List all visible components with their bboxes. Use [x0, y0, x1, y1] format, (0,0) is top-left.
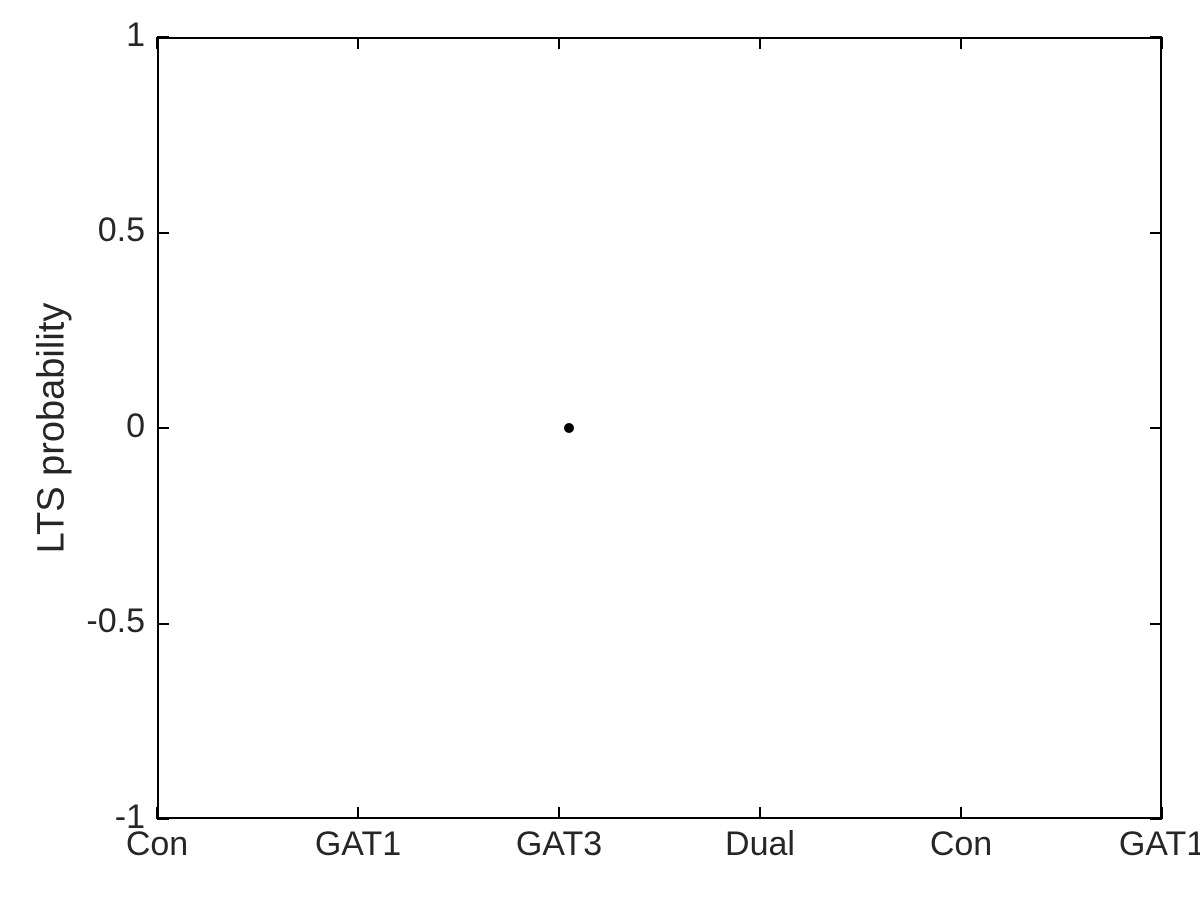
x-tick-top — [156, 37, 158, 49]
x-tick-bottom — [960, 807, 962, 819]
y-tick-left — [157, 36, 169, 38]
x-tick-bottom — [156, 807, 158, 819]
y-tick-right — [1150, 232, 1162, 234]
x-tick-label: Con — [126, 825, 188, 864]
axes-bottom — [157, 817, 1162, 819]
y-tick-left — [157, 427, 169, 429]
x-tick-top — [759, 37, 761, 49]
y-tick-left — [157, 623, 169, 625]
y-tick-label: 0 — [126, 407, 145, 446]
x-tick-label: Con — [930, 825, 992, 864]
x-tick-label: Dual — [725, 825, 795, 864]
x-tick-label: GAT3 — [516, 825, 602, 864]
x-tick-top — [357, 37, 359, 49]
x-tick-bottom — [558, 807, 560, 819]
y-axis-label: LTS probability — [31, 303, 74, 554]
x-tick-label: GAT1 — [315, 825, 401, 864]
y-tick-right — [1150, 623, 1162, 625]
x-tick-label: GAT1 — [1119, 825, 1200, 864]
x-tick-top — [960, 37, 962, 49]
y-tick-left — [157, 232, 169, 234]
plot-area — [157, 37, 1162, 819]
x-tick-bottom — [759, 807, 761, 819]
x-tick-top — [558, 37, 560, 49]
x-tick-bottom — [1161, 807, 1163, 819]
x-tick-top — [1161, 37, 1163, 49]
y-tick-right — [1150, 427, 1162, 429]
data-point — [564, 423, 574, 433]
x-tick-bottom — [357, 807, 359, 819]
y-tick-label: 0.5 — [98, 211, 145, 250]
figure: LTS probability -1-0.500.51ConGAT1GAT3Du… — [0, 0, 1200, 900]
axes-top — [157, 37, 1162, 39]
y-tick-label: 1 — [126, 16, 145, 55]
y-tick-label: -0.5 — [86, 602, 145, 641]
y-tick-left — [157, 818, 169, 820]
